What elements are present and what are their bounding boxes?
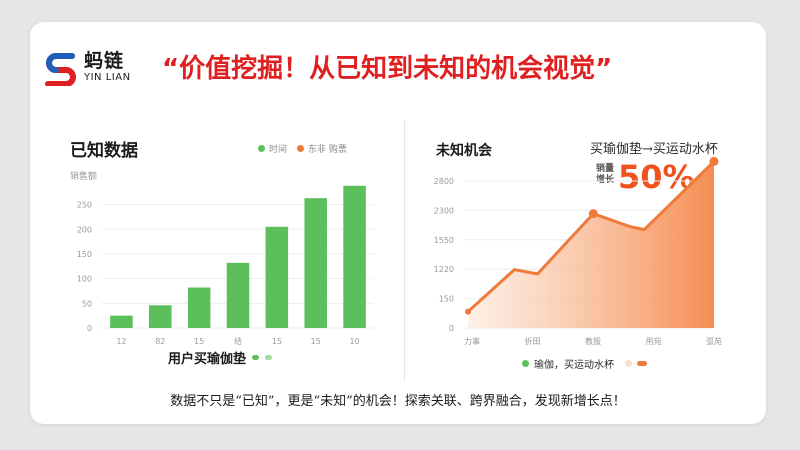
legend-dot-green	[258, 145, 265, 152]
right-legend: 瑜伽，买运动水杯	[522, 356, 647, 371]
right-legend-label: 瑜伽，买运动水杯	[534, 360, 614, 371]
opportunity-area-chart: 0 150 1220 1550 2300 2800 力事 折田 教服 用苑 弧苑	[434, 156, 722, 346]
bar	[343, 185, 366, 328]
bar-y-tick-label: 150	[77, 250, 92, 259]
brand-mark-icon	[45, 53, 76, 86]
x-legend-pill-light-icon	[265, 355, 273, 360]
legend-pill-orange-icon	[637, 361, 647, 366]
left-legend: 时间 东非 购票	[258, 142, 347, 155]
footer-caption: 数据不只是“已知”，更是“未知”的机会！探索关联、跨界融合，发现新增长点！	[170, 394, 626, 409]
bar-y-tick-label: 250	[77, 201, 92, 210]
area-x-tick-label: 弧苑	[706, 336, 722, 346]
slide-card: 蚂链 YIN LIAN “价值挖掘！从已知到未知的机会视觉” 已知数据 时间 东…	[30, 22, 766, 424]
bar-x-tick-label: 15	[311, 337, 321, 346]
bar-x-tick-label: 82	[155, 337, 165, 346]
x-legend-pill-icon	[252, 355, 260, 360]
growth-label: 销量增长	[596, 164, 615, 185]
area-fill	[468, 161, 714, 328]
left-x-axis-title: 用户买瑜伽垫	[168, 348, 273, 367]
bar-y-tick-label: 50	[82, 299, 92, 308]
bar-y-tick-label: 0	[87, 324, 92, 333]
relation-annotation: 买瑜伽垫→买运动水杯	[590, 142, 718, 157]
page-headline: “价值挖掘！从已知到未知的机会视觉”	[162, 54, 613, 84]
area-y-tick-label: 2300	[434, 206, 454, 215]
bar-x-tick-label: 结	[234, 336, 242, 346]
area-y-tick-label: 1550	[434, 236, 454, 245]
bar-y-tick-label: 100	[77, 275, 92, 284]
left-x-axis-title-text: 用户买瑜伽垫	[168, 352, 247, 367]
area-y-tick-label: 1220	[434, 265, 454, 274]
brand-name-en: YIN LIAN	[84, 72, 131, 83]
panel-divider	[404, 120, 405, 382]
area-y-tick-label: 150	[439, 295, 454, 304]
legend-dot-orange	[297, 145, 305, 152]
area-x-tick-label: 教服	[585, 336, 601, 346]
area-point	[709, 156, 719, 166]
bar	[149, 305, 172, 328]
growth-value: 50%	[618, 158, 695, 196]
bar-x-tick-label: 10	[349, 337, 359, 346]
known-data-bar-chart: 0 50 100 150 200 250 12 82 15 结 15 15 10	[77, 185, 374, 346]
legend-dot-green-2	[522, 360, 529, 367]
legend-dot-light-orange	[625, 360, 632, 367]
bar	[226, 262, 250, 328]
bar	[265, 226, 289, 328]
area-x-tick-label: 力事	[464, 336, 480, 346]
area-x-tick-label: 用苑	[646, 336, 662, 346]
bar-y-tick-label: 200	[77, 225, 92, 234]
left-panel-title: 已知数据	[70, 141, 138, 161]
area-y-tick-label: 0	[449, 324, 454, 333]
area-y-tick-label: 2800	[434, 177, 454, 186]
area-point	[588, 209, 598, 219]
legend-label-2: 东非 购票	[308, 145, 347, 155]
bar	[304, 198, 327, 328]
bar	[110, 315, 133, 328]
bar-x-tick-label: 15	[194, 337, 204, 346]
brand-name-cn: 蚂链	[84, 50, 125, 72]
left-y-axis-title: 销售额	[70, 172, 98, 182]
legend-label-1: 时间	[269, 145, 288, 155]
brand-logo: 蚂链 YIN LIAN	[42, 46, 162, 90]
area-point	[465, 308, 471, 315]
area-x-tick-label: 折田	[525, 336, 541, 346]
bar-x-tick-label: 15	[272, 337, 282, 346]
bar-x-tick-label: 12	[116, 337, 126, 346]
bar	[187, 287, 211, 328]
right-panel-title: 未知机会	[436, 143, 492, 159]
